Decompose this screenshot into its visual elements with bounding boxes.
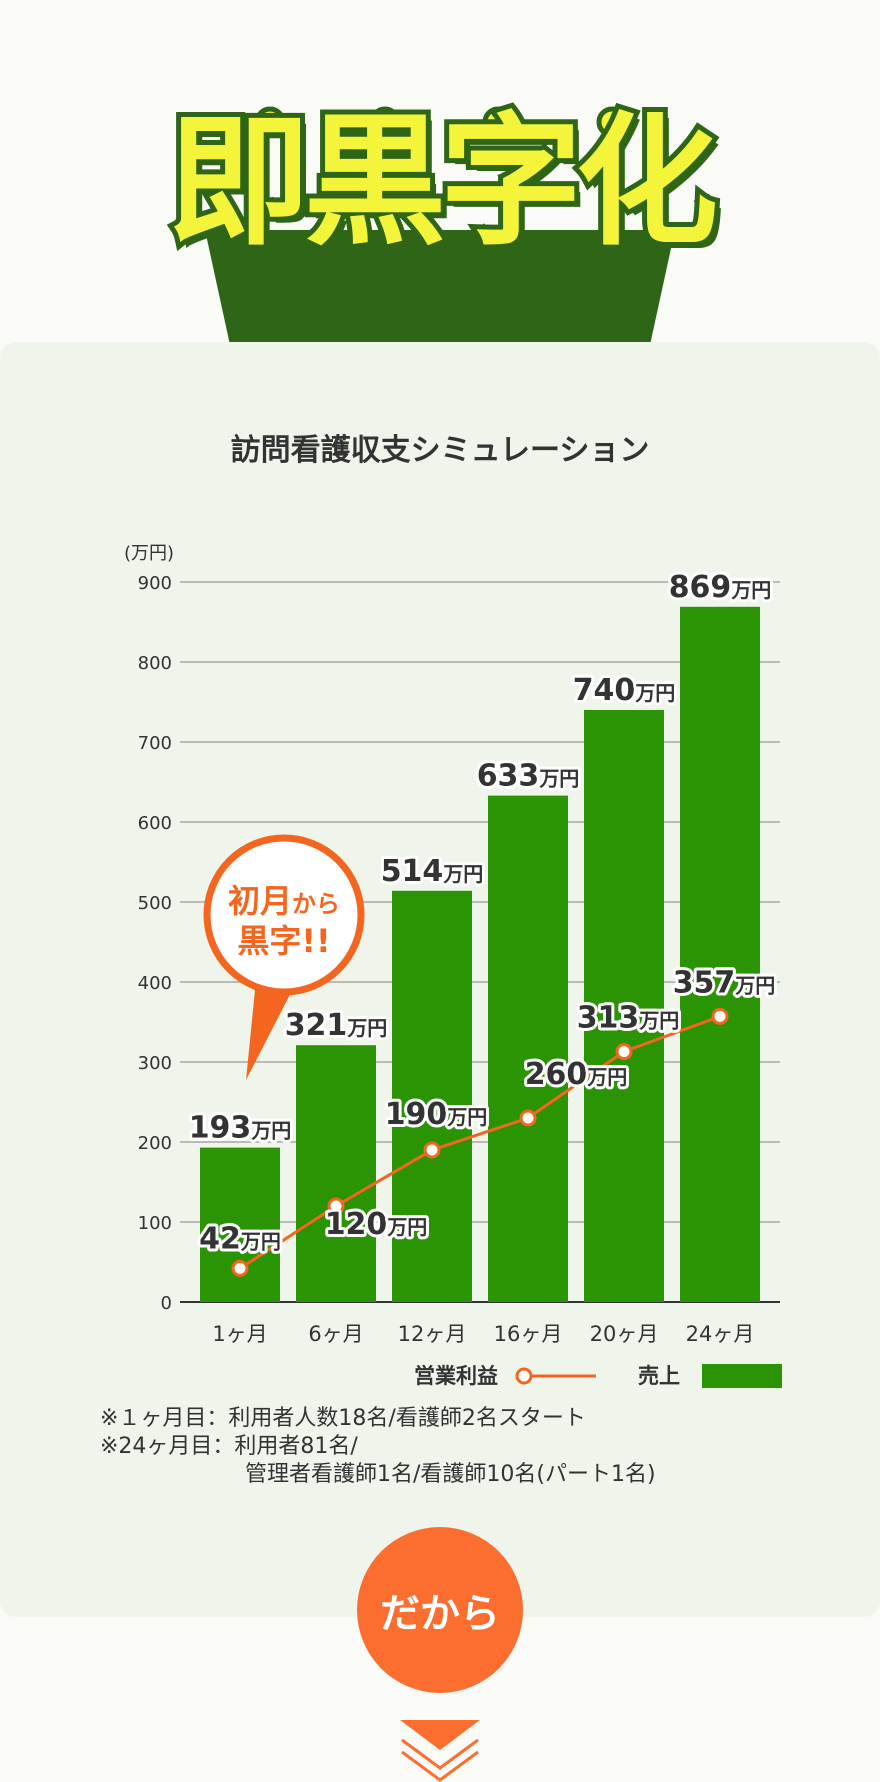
y-tick-label: 300 <box>138 1053 172 1074</box>
bar-20ヶ月 <box>584 710 664 1302</box>
profit-value-label: 260万円 <box>525 1057 628 1092</box>
callout-line-2: 黒字!! <box>237 922 330 960</box>
profit-value-label: 190万円 <box>385 1097 488 1132</box>
y-tick-label: 800 <box>138 653 172 674</box>
x-tick-label: 24ヶ月 <box>686 1322 755 1346</box>
legend-label-profit: 営業利益 <box>414 1364 498 1388</box>
callout-line-1: 初月から <box>228 882 340 920</box>
y-tick-label: 0 <box>161 1293 172 1314</box>
y-tick-label: 500 <box>138 893 172 914</box>
bar-value-label: 740万円 <box>573 673 676 708</box>
legend-swatch-profit-point <box>515 1367 533 1385</box>
x-tick-label: 6ヶ月 <box>308 1322 363 1346</box>
profit-point <box>327 1197 345 1215</box>
profit-value-label: 313万円 <box>577 1001 680 1036</box>
note-line-1: ※１ヶ月目：利用者人数18名/看護師2名スタート <box>100 1406 586 1431</box>
note-line-3: 管理者看護師1名/看護師10名(パート1名) <box>245 1462 656 1487</box>
note-line-2: ※24ヶ月目：利用者81名/ <box>100 1434 358 1459</box>
notes: ※１ヶ月目：利用者人数18名/看護師2名スタート ※24ヶ月目：利用者81名/ … <box>100 1405 656 1489</box>
profit-value-label: 42万円 <box>199 1221 281 1256</box>
legend-label-sales: 売上 <box>638 1364 680 1388</box>
profit-point <box>615 1043 633 1061</box>
y-tick-label: 600 <box>138 813 172 834</box>
x-tick-label: 1ヶ月 <box>212 1322 267 1346</box>
profit-line <box>239 1014 721 1270</box>
y-axis-unit: (万円) <box>124 543 174 564</box>
hero-banner: 即黒字化 <box>0 0 880 345</box>
profit-point <box>711 1007 729 1025</box>
profit-point <box>519 1109 537 1127</box>
x-tick-label: 20ヶ月 <box>590 1322 659 1346</box>
x-tick-label: 12ヶ月 <box>398 1322 467 1346</box>
profit-value-label: 357万円 <box>673 965 776 1000</box>
bar-16ヶ月 <box>488 795 568 1302</box>
y-tick-label: 900 <box>138 573 172 594</box>
legend-swatch-sales <box>702 1364 782 1388</box>
profit-point <box>231 1259 249 1277</box>
y-tick-label: 200 <box>138 1133 172 1154</box>
profit-point <box>423 1141 441 1159</box>
bar-6ヶ月 <box>296 1045 376 1302</box>
bar-value-label: 869万円 <box>669 570 772 605</box>
bar-12ヶ月 <box>392 890 472 1302</box>
hero-ribbon <box>205 106 675 345</box>
profit-value-label: 120万円 <box>325 1207 428 1242</box>
y-tick-label: 400 <box>138 973 172 994</box>
double-chevron-down-icon <box>400 1720 480 1782</box>
bar-value-label: 321万円 <box>285 1008 388 1043</box>
revenue-profit-chart: 0 100 200 300 400 500 600 700 800 900 (万円) 1ヶ月 6ヶ月 12… <box>124 543 782 1388</box>
callout-bubble <box>203 834 365 996</box>
y-tick-label: 100 <box>138 1213 172 1234</box>
bar-24ヶ月 <box>680 606 760 1302</box>
dakara-button[interactable]: だから <box>357 1527 523 1693</box>
bar-value-label: 514万円 <box>381 854 484 889</box>
hero-title: 即黒字化 <box>163 100 723 265</box>
section-title: 訪問看護収支シミュレーション <box>230 433 650 468</box>
y-tick-label: 700 <box>138 733 172 754</box>
x-tick-label: 16ヶ月 <box>494 1322 563 1346</box>
bar-value-label: 193万円 <box>189 1111 292 1146</box>
bar-value-label: 633万円 <box>477 759 580 794</box>
